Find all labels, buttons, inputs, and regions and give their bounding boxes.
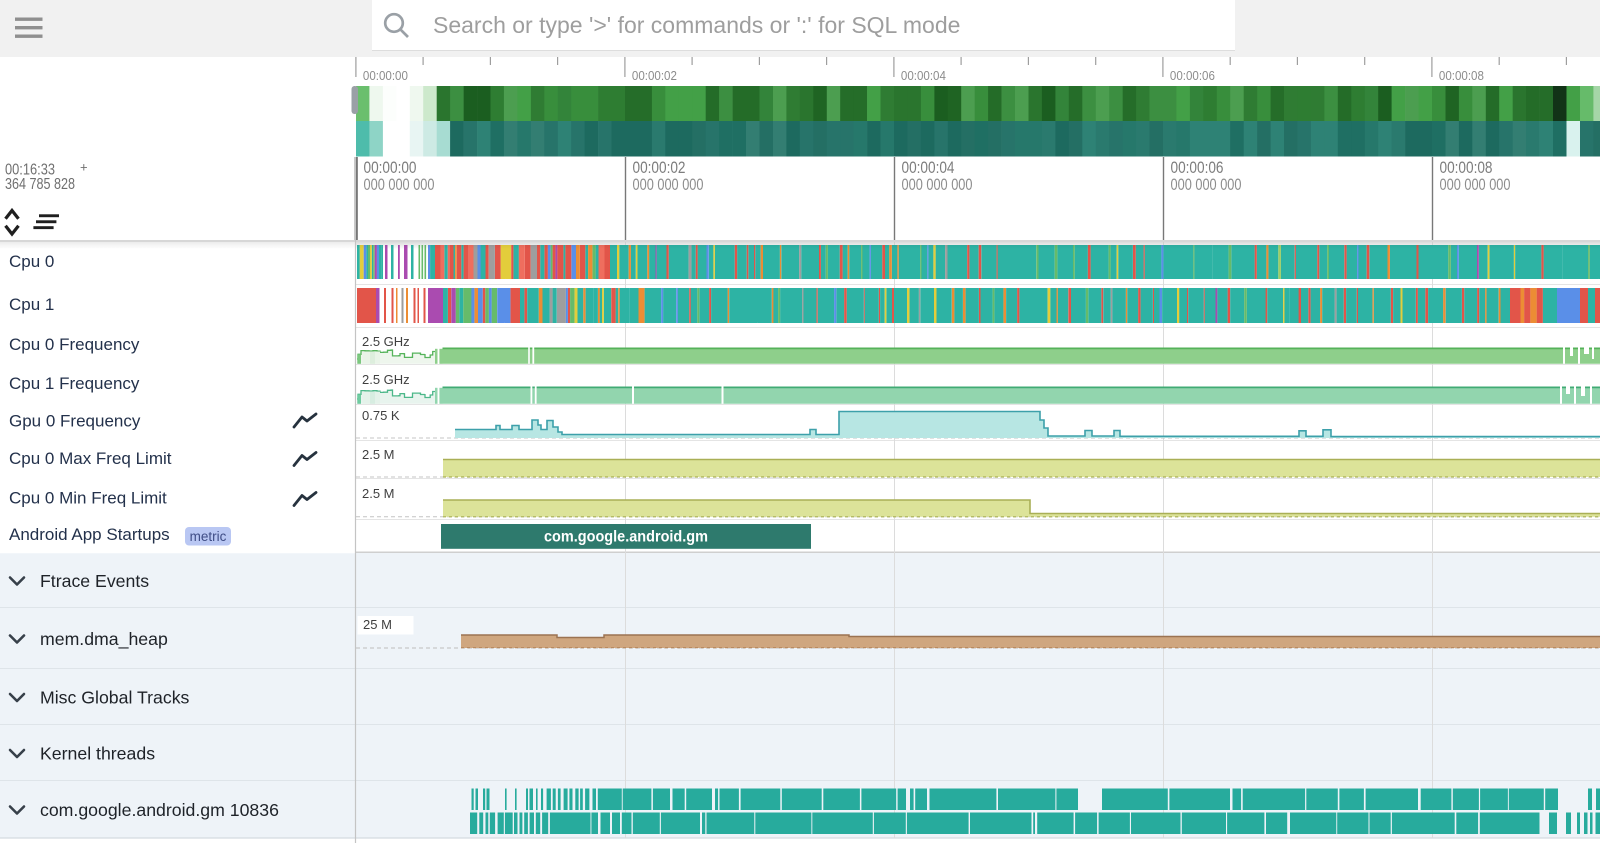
svg-text:Cpu 0 Frequency: Cpu 0 Frequency — [9, 335, 140, 354]
svg-text:00:16:33: 00:16:33 — [5, 162, 55, 179]
svg-text:Search or type '>' for command: Search or type '>' for commands or ':' f… — [433, 12, 960, 38]
svg-text:mem.dma_heap: mem.dma_heap — [40, 629, 168, 650]
svg-text:com.google.android.gm 10836: com.google.android.gm 10836 — [40, 800, 279, 820]
svg-text:000 000 000: 000 000 000 — [902, 176, 973, 194]
svg-text:Cpu 0: Cpu 0 — [9, 252, 54, 271]
svg-text:Android App Startups: Android App Startups — [9, 525, 170, 544]
svg-text:00:00:02: 00:00:02 — [632, 68, 677, 83]
svg-text:0.75 K: 0.75 K — [362, 408, 400, 423]
svg-text:metric: metric — [190, 529, 227, 544]
svg-text:00:00:00: 00:00:00 — [364, 159, 417, 177]
svg-text:2.5 M: 2.5 M — [362, 486, 395, 501]
svg-text:00:00:04: 00:00:04 — [902, 159, 955, 177]
svg-text:00:00:00: 00:00:00 — [363, 68, 408, 83]
svg-text:+: + — [80, 160, 88, 175]
svg-text:00:00:02: 00:00:02 — [633, 159, 686, 177]
svg-text:00:00:08: 00:00:08 — [1440, 159, 1493, 177]
svg-text:00:00:06: 00:00:06 — [1170, 68, 1215, 83]
svg-text:000 000 000: 000 000 000 — [633, 176, 704, 194]
svg-text:000 000 000: 000 000 000 — [1440, 176, 1511, 194]
svg-text:25 M: 25 M — [363, 617, 392, 632]
svg-text:364 785 828: 364 785 828 — [5, 176, 75, 193]
svg-text:Cpu 1: Cpu 1 — [9, 295, 54, 314]
svg-text:Cpu 1 Frequency: Cpu 1 Frequency — [9, 374, 140, 393]
svg-text:2.5 M: 2.5 M — [362, 447, 395, 462]
svg-text:00:00:04: 00:00:04 — [901, 68, 946, 83]
svg-text:Kernel threads: Kernel threads — [40, 744, 155, 764]
svg-text:Misc Global Tracks: Misc Global Tracks — [40, 688, 190, 708]
svg-text:Gpu 0 Frequency: Gpu 0 Frequency — [9, 412, 141, 431]
svg-text:Cpu 0 Max Freq Limit: Cpu 0 Max Freq Limit — [9, 449, 172, 468]
svg-text:000 000 000: 000 000 000 — [364, 176, 435, 194]
svg-text:Cpu 0 Min Freq Limit: Cpu 0 Min Freq Limit — [9, 489, 167, 508]
svg-text:Ftrace Events: Ftrace Events — [40, 571, 149, 591]
svg-text:com.google.android.gm: com.google.android.gm — [544, 529, 708, 546]
svg-text:00:00:06: 00:00:06 — [1171, 159, 1224, 177]
svg-text:2.5 GHz: 2.5 GHz — [362, 372, 410, 387]
svg-text:2.5 GHz: 2.5 GHz — [362, 334, 410, 349]
svg-text:000 000 000: 000 000 000 — [1171, 176, 1242, 194]
svg-text:00:00:08: 00:00:08 — [1439, 68, 1484, 83]
